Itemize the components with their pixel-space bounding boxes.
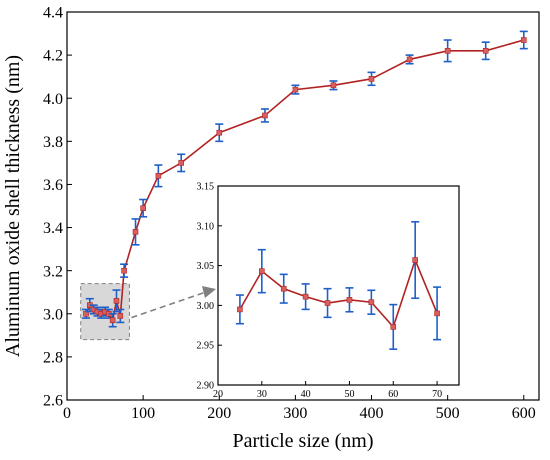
inset-y-tick-label: 2.95	[197, 341, 215, 352]
main-axis-ticks: 0 100 200 300 400 500 600 2.6 2.8 3.0 3.2 3.4 3.6 3.8…	[43, 5, 536, 422]
main-y-tick-label: 3.2	[43, 263, 63, 280]
inset-axis-ticks: 20 30 40 50 60 70 2.90 2.95 3.00 3.05 3.10 3.15	[197, 182, 443, 401]
inset-x-tick-label: 50	[344, 389, 354, 400]
main-data-point	[109, 317, 116, 324]
main-data-point	[121, 267, 127, 274]
main-x-tick-label: 300	[283, 405, 307, 422]
main-x-tick-label: 0	[63, 405, 71, 422]
main-y-tick-label: 3.8	[43, 134, 63, 151]
main-y-tick-label: 2.8	[43, 349, 63, 366]
main-x-tick-label: 400	[360, 405, 384, 422]
main-y-tick-label: 3.6	[43, 177, 63, 194]
main-series	[82, 30, 528, 328]
main-data-point	[482, 47, 489, 54]
y-axis-title: Aluminum oxide shell thickness (nm)	[2, 55, 24, 357]
main-y-tick-label: 3.0	[43, 306, 63, 323]
inset-data-point	[412, 257, 418, 263]
inset-data-point	[280, 285, 287, 292]
main-data-point	[113, 298, 120, 304]
main-data-point	[444, 47, 451, 54]
main-data-point	[262, 112, 268, 119]
inset-data-point	[390, 324, 397, 330]
main-data-point	[155, 173, 162, 179]
inset-y-tick-label: 3.05	[197, 261, 215, 272]
main-plot-frame	[66, 11, 540, 401]
main-y-tick-label: 4.0	[43, 91, 63, 108]
inset-data-point	[259, 268, 265, 274]
inset-y-tick-label: 3.00	[197, 301, 215, 312]
main-x-tick-label: 500	[436, 405, 460, 422]
main-data-point	[520, 37, 527, 43]
inset-x-tick-label: 60	[388, 389, 398, 400]
main-data-point	[330, 82, 337, 89]
main-data-point	[178, 160, 184, 166]
main-data-point	[117, 313, 124, 319]
main-x-tick-label: 200	[207, 405, 231, 422]
inset-data-point	[434, 310, 440, 317]
inset-series	[235, 221, 442, 350]
main-data-point	[132, 229, 139, 235]
x-axis-title: Particle size (nm)	[232, 430, 373, 452]
main-data-point	[292, 86, 299, 93]
inset-x-tick-label: 30	[257, 389, 267, 400]
inset-series-line	[239, 257, 438, 329]
inset-x-tick-label: 40	[301, 389, 311, 400]
inset-plot-background	[217, 185, 460, 386]
main-data-point	[368, 76, 375, 82]
main-data-point	[406, 56, 413, 63]
inset-data-point	[346, 297, 353, 303]
inset-data-point	[237, 306, 243, 313]
main-y-tick-label: 4.4	[43, 5, 63, 22]
inset-data-point	[324, 300, 331, 306]
inset-y-tick-label: 3.10	[197, 221, 215, 232]
main-data-point	[216, 129, 223, 136]
inset-y-tick-label: 2.90	[197, 381, 215, 392]
inset-x-tick-label: 20	[213, 389, 223, 400]
main-y-tick-label: 3.4	[43, 220, 63, 237]
main-y-tick-label: 4.2	[43, 48, 63, 65]
main-plot: 0 100 200 300 400 500 600 2.6 2.8 3.0 3.2 3.4 3.6 3.8…	[2, 5, 540, 452]
inset-data-point	[302, 293, 309, 300]
inset-plot: 20 30 40 50 60 70 2.90 2.95 3.00 3.05 3.10 3.15	[197, 182, 460, 401]
inset-y-tick-label: 3.15	[197, 182, 215, 193]
inset-data-point	[368, 299, 375, 306]
zoom-arrow-line	[131, 291, 207, 319]
main-data-point	[140, 205, 146, 211]
main-x-tick-label: 100	[131, 405, 155, 422]
zoom-arrow-head	[202, 286, 216, 298]
main-y-tick-label: 2.6	[43, 393, 63, 410]
inset-x-tick-label: 70	[432, 389, 442, 400]
main-x-tick-label: 600	[512, 405, 536, 422]
